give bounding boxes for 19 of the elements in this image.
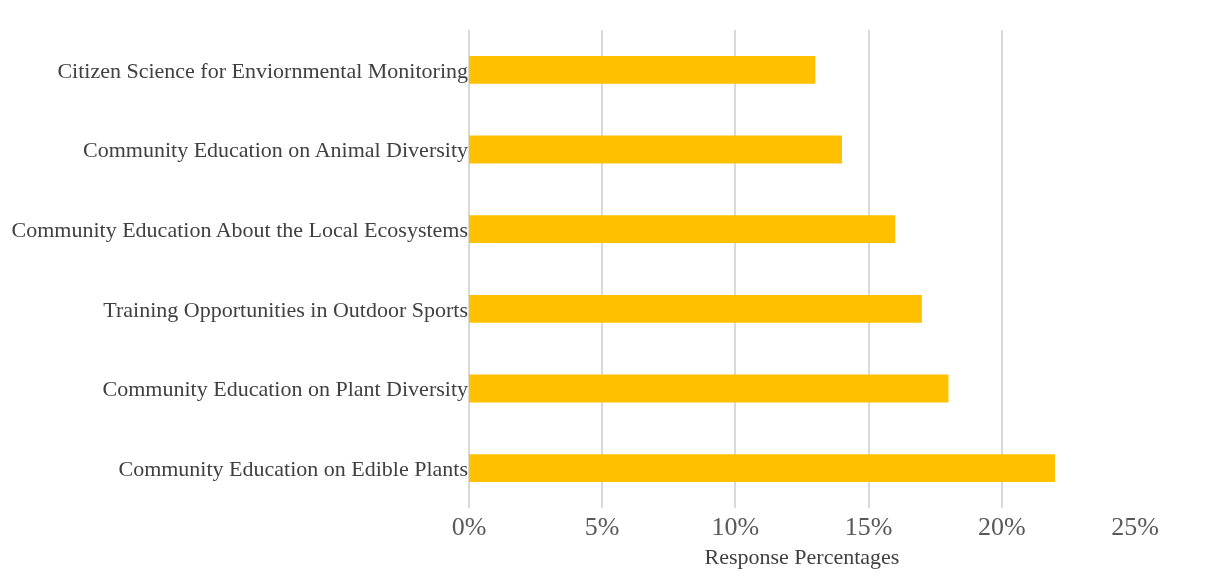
x-axis-title: Response Percentages [704, 543, 900, 569]
y-tick-label: Community Education on Animal Diversity [83, 137, 468, 163]
x-tick-label: 25% [1111, 512, 1159, 541]
x-tick-label: 5% [584, 512, 620, 541]
y-tick-label: Community Education on Plant Diversity [102, 376, 468, 402]
y-tick-label: Citizen Science for Enviornmental Monitoring [57, 57, 468, 83]
y-tick-label: Community Education About the Local Ecosystems [11, 216, 468, 242]
bar [469, 215, 896, 244]
bar [469, 55, 816, 84]
x-tick-label: 15% [844, 512, 893, 541]
bar [469, 374, 949, 403]
x-tick-label: 20% [977, 512, 1026, 541]
bar [469, 454, 1056, 483]
x-tick-label: 0% [451, 512, 487, 541]
y-tick-label: Community Education on Edible Plants [118, 455, 468, 481]
bar [469, 135, 842, 164]
bar [469, 294, 922, 323]
y-tick-label: Training Opportunities in Outdoor Sports [103, 296, 468, 322]
x-tick-label: 10% [711, 512, 760, 541]
